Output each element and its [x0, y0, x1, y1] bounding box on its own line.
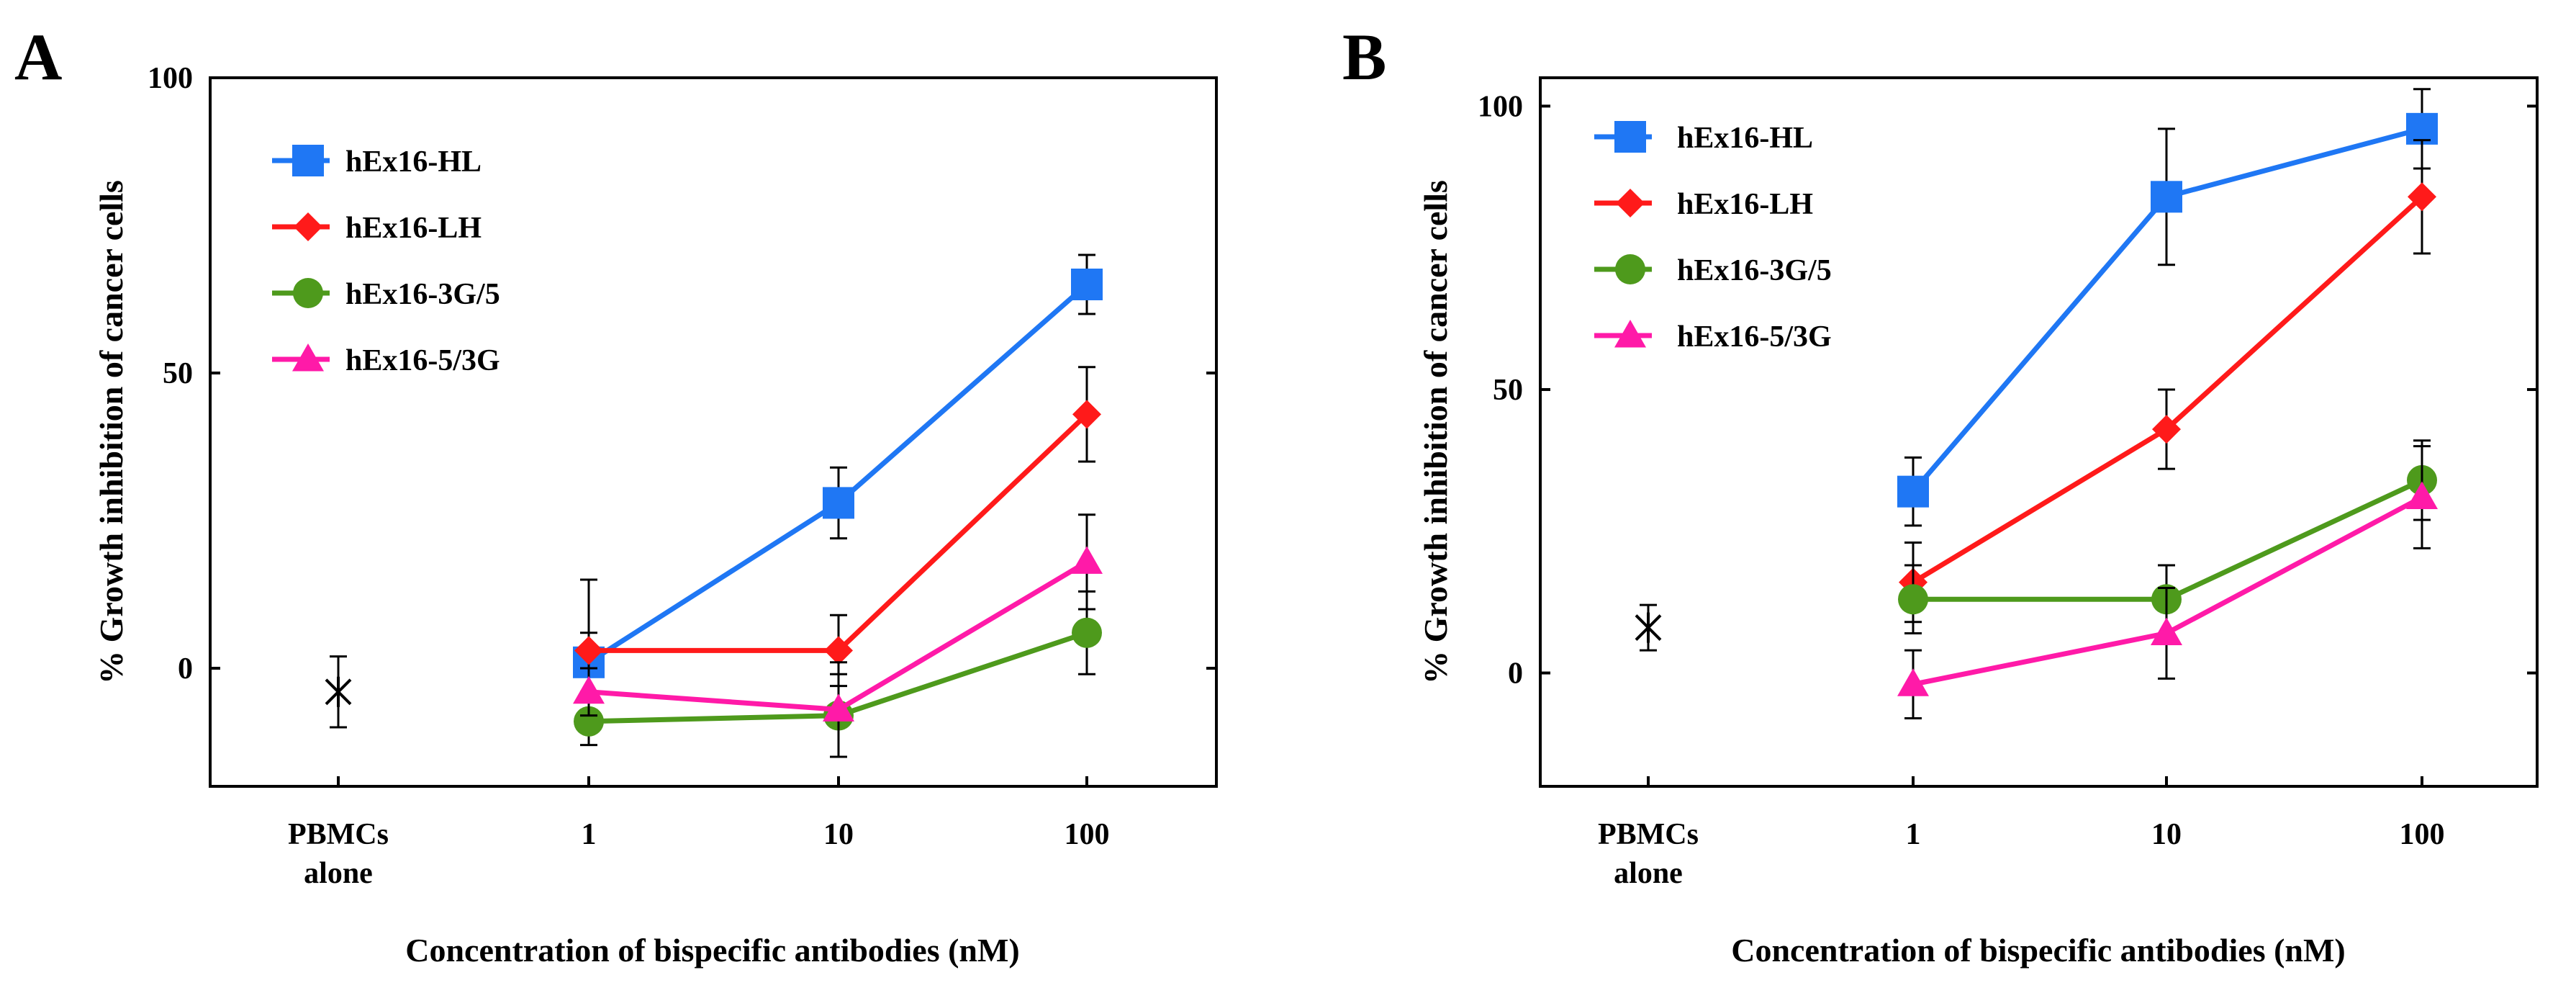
legend: hEx16-HL hEx16-LH hEx16-3G/5 hEx16-5/3G: [272, 145, 500, 377]
legend-marker: [1616, 189, 1645, 217]
x-tick-label: 10: [2151, 818, 2182, 851]
data-point: [1635, 612, 1662, 643]
panel-label: A: [14, 20, 62, 94]
x-axis-title: Concentration of bispecific antibodies (…: [1731, 932, 2346, 969]
y-tick-label: 100: [148, 62, 193, 95]
data-point: [824, 636, 853, 665]
x-tick-label: 100: [2400, 818, 2445, 851]
y-tick-label: 100: [1478, 90, 1523, 123]
legend-label: hEx16-HL: [1677, 122, 1813, 155]
legend-label: hEx16-LH: [345, 212, 482, 245]
y-tick-label: 0: [1508, 657, 1523, 691]
data-point: [1897, 475, 1929, 508]
legend-marker: [294, 212, 322, 241]
legend-label: hEx16-LH: [1677, 188, 1813, 221]
series-hex16-5-3g: [1897, 445, 2438, 720]
data-point: [823, 487, 854, 519]
legend-item: hEx16-LH: [1594, 188, 1813, 221]
control-pbmcs-alone: [1635, 603, 1662, 652]
series-hex16-5-3g: [573, 513, 1103, 758]
legend-item: hEx16-LH: [272, 212, 482, 245]
data-point: [574, 706, 604, 737]
chart-panel-b: B 0 50 100 PBMCs alone 1 10 100 Concentration of …: [1342, 20, 2539, 969]
data-point: [1897, 668, 1929, 696]
legend-marker: [1614, 121, 1646, 153]
legend-label: hEx16-HL: [345, 145, 482, 179]
data-point: [823, 693, 854, 722]
control-pbmcs-alone: [325, 655, 352, 729]
data-point: [2408, 182, 2436, 212]
data-point: [1071, 269, 1103, 300]
legend-item: hEx16-HL: [272, 145, 482, 179]
legend-item: hEx16-5/3G: [1594, 320, 1832, 354]
x-axis-title: Concentration of bispecific antibodies (…: [405, 932, 1020, 969]
x-tick-label: alone: [304, 857, 373, 890]
legend-label: hEx16-3G/5: [1677, 254, 1832, 287]
x-tick-label: 1: [582, 818, 597, 851]
data-point: [574, 636, 603, 665]
y-axis-title: % Growth inhibition of cancer cells: [1417, 180, 1454, 684]
legend-item: hEx16-5/3G: [272, 343, 500, 377]
series-hex16-hl: [1897, 88, 2438, 527]
legend-marker: [292, 145, 324, 176]
legend-item: hEx16-3G/5: [272, 278, 500, 311]
x-tick-label: 1: [1906, 818, 1921, 851]
chart-panel-a: A 0 50 100 PBMCs alone 1 10 100 Concentration of …: [14, 20, 1218, 969]
data-point: [2152, 415, 2181, 444]
data-point: [1072, 400, 1101, 429]
legend-label: hEx16-5/3G: [345, 344, 500, 377]
data-point: [325, 676, 352, 707]
data-point: [1071, 546, 1103, 574]
x-tick-label: 10: [823, 818, 854, 851]
legend-marker: [292, 343, 324, 372]
data-point: [2406, 481, 2438, 510]
legend-item: hEx16-HL: [1594, 121, 1813, 155]
legend-marker: [1615, 254, 1645, 284]
y-tick-label: 0: [178, 652, 193, 686]
plot-frame: [209, 76, 1218, 788]
legend-label: hEx16-5/3G: [1677, 320, 1832, 354]
y-tick-label: 50: [163, 357, 193, 390]
x-tick-label: PBMCs: [1598, 818, 1699, 851]
data-point: [1898, 584, 1928, 615]
x-tick-label: PBMCs: [288, 818, 389, 851]
y-axis-title: % Growth inhibition of cancer cells: [93, 180, 130, 684]
legend-item: hEx16-3G/5: [1594, 254, 1832, 287]
x-tick-label: 100: [1065, 818, 1110, 851]
y-tick-label: 50: [1493, 374, 1523, 407]
plot-frame: [1539, 76, 2539, 788]
panel-label: B: [1342, 20, 1386, 94]
series-hex16-lh: [574, 366, 1101, 723]
data-point: [2151, 181, 2182, 213]
data-point: [573, 675, 605, 704]
legend: hEx16-HL hEx16-LH hEx16-3G/5 hEx16-5/3G: [1594, 121, 1832, 354]
data-point: [2151, 617, 2182, 645]
x-tick-label: alone: [1614, 857, 1683, 890]
legend-label: hEx16-3G/5: [345, 278, 500, 311]
data-point: [1072, 617, 1102, 648]
legend-marker: [1614, 320, 1646, 348]
legend-marker: [293, 278, 323, 308]
